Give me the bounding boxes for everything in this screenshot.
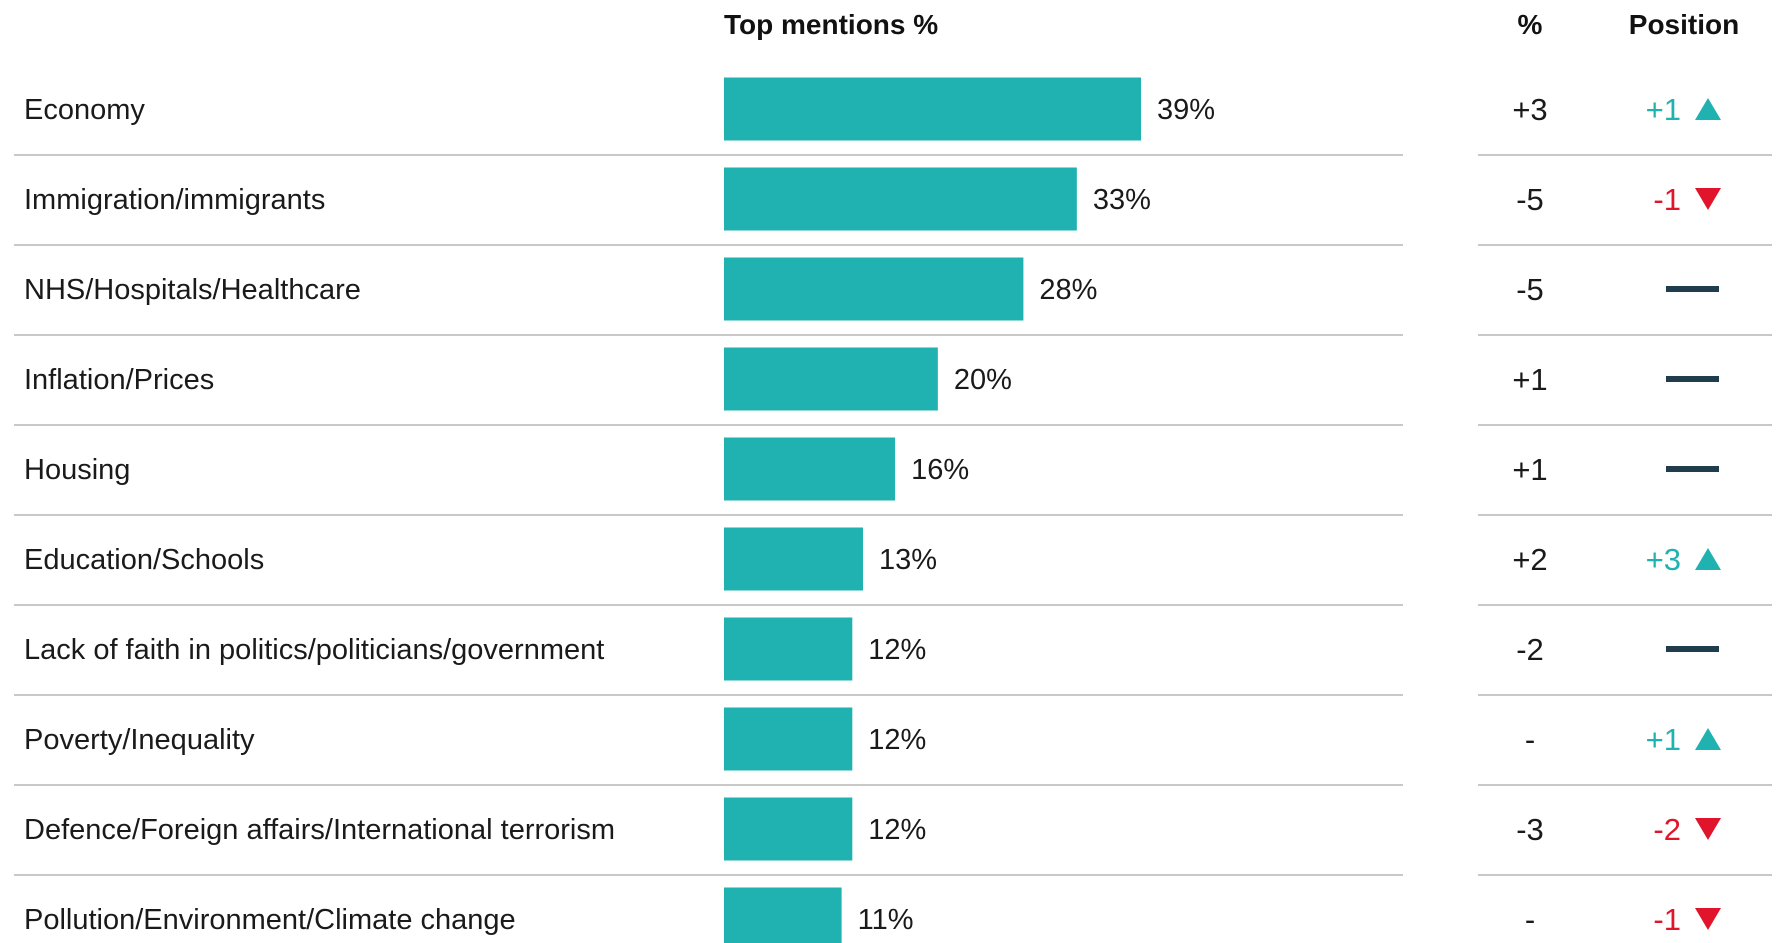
category-label: Pollution/Environment/Climate change: [24, 904, 516, 936]
bar: [724, 707, 853, 771]
category-label: NHS/Hospitals/Healthcare: [24, 274, 361, 306]
bar: [724, 527, 863, 591]
bar: [724, 347, 938, 411]
change-label: -5: [1516, 272, 1544, 307]
value-label: 13%: [879, 544, 937, 576]
value-label: 12%: [868, 724, 926, 756]
bar: [724, 797, 853, 861]
triangle-up-icon: [1695, 728, 1721, 750]
value-label: 33%: [1093, 184, 1151, 216]
change-label: -5: [1516, 182, 1544, 217]
category-label: Defence/Foreign affairs/International te…: [24, 814, 615, 846]
change-label: -: [1525, 722, 1535, 757]
position-unchanged-marker: [1666, 466, 1719, 472]
header-bar-column: Top mentions %: [724, 9, 938, 40]
position-label: -1: [1653, 902, 1681, 937]
triangle-down-icon: [1695, 188, 1721, 210]
value-label: 20%: [954, 364, 1012, 396]
change-label: -: [1525, 902, 1535, 937]
value-label: 28%: [1039, 274, 1097, 306]
category-label: Education/Schools: [24, 544, 264, 576]
triangle-up-icon: [1695, 98, 1721, 120]
position-unchanged-marker: [1666, 646, 1719, 652]
position-label: -1: [1653, 182, 1681, 217]
bar: [724, 437, 896, 501]
bar: [724, 167, 1077, 231]
change-label: -2: [1516, 632, 1544, 667]
category-label: Immigration/immigrants: [24, 184, 325, 216]
position-label: +3: [1646, 542, 1681, 577]
category-label: Poverty/Inequality: [24, 724, 255, 756]
chart-rows: Economy 39% +3 +1 Immigration/immigrants 33% -…: [14, 77, 1772, 943]
triangle-down-icon: [1695, 818, 1721, 840]
header-change-column: %: [1518, 9, 1543, 40]
triangle-down-icon: [1695, 908, 1721, 930]
change-label: +3: [1512, 92, 1547, 127]
bar: [724, 887, 842, 943]
value-label: 12%: [868, 814, 926, 846]
position-label: +1: [1646, 722, 1681, 757]
category-label: Inflation/Prices: [24, 364, 214, 396]
category-label: Housing: [24, 454, 130, 486]
value-label: 11%: [858, 904, 914, 936]
position-label: +1: [1646, 92, 1681, 127]
category-label: Lack of faith in politics/politicians/go…: [24, 634, 604, 666]
value-label: 16%: [911, 454, 969, 486]
change-label: -3: [1516, 812, 1544, 847]
category-label: Economy: [24, 94, 145, 126]
position-unchanged-marker: [1666, 286, 1719, 292]
position-unchanged-marker: [1666, 376, 1719, 382]
change-label: +1: [1512, 452, 1547, 487]
bar: [724, 617, 853, 681]
header-position-column: Position: [1629, 9, 1739, 40]
change-label: +2: [1512, 542, 1547, 577]
bar: [724, 77, 1141, 141]
position-label: -2: [1653, 812, 1681, 847]
bar: [724, 257, 1024, 321]
value-label: 12%: [868, 634, 926, 666]
value-label: 39%: [1157, 94, 1215, 126]
triangle-up-icon: [1695, 548, 1721, 570]
change-label: +1: [1512, 362, 1547, 397]
